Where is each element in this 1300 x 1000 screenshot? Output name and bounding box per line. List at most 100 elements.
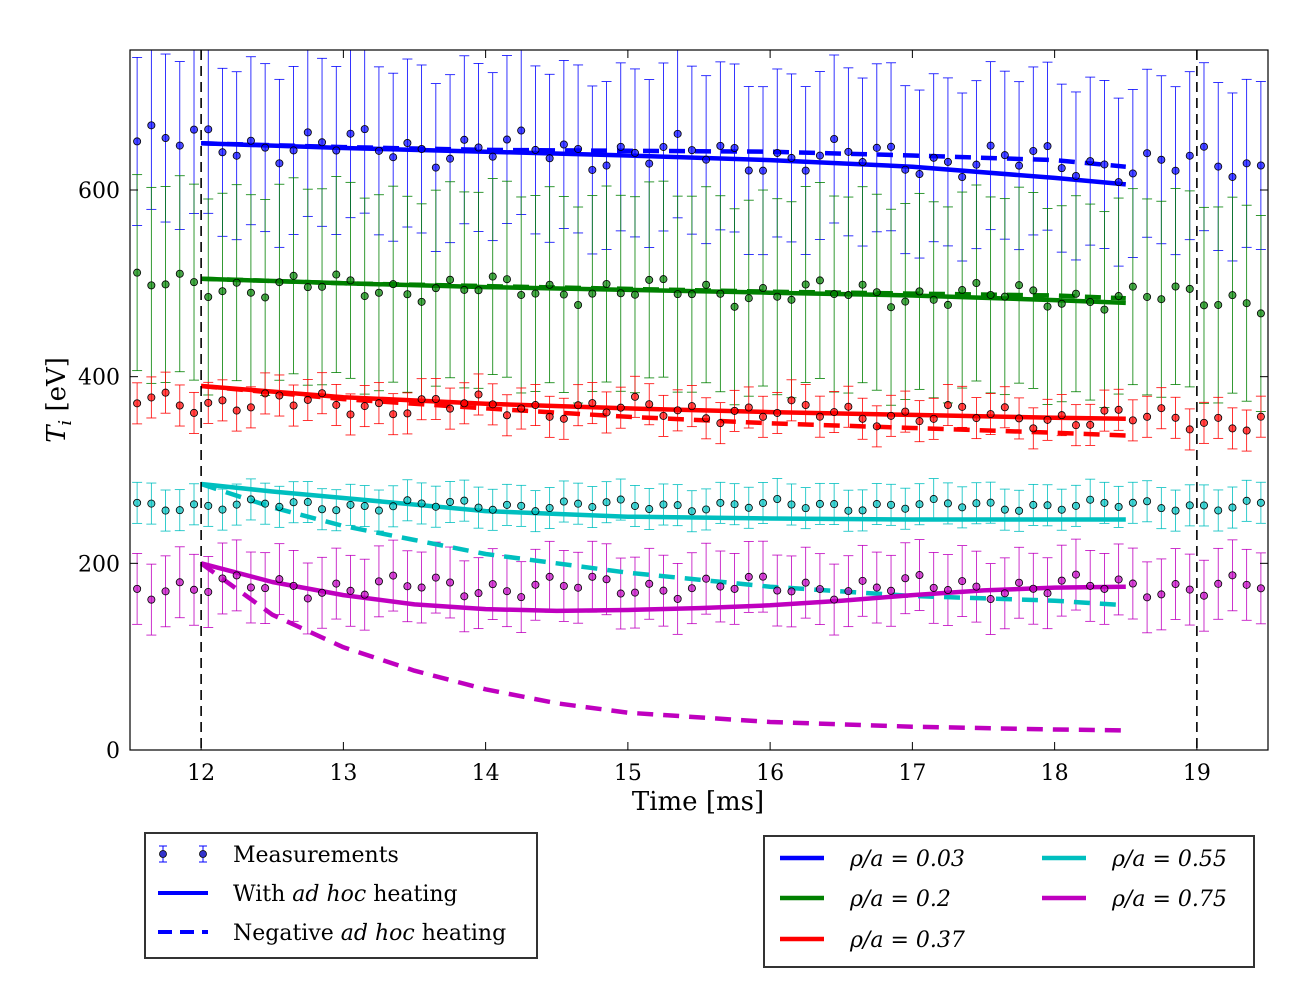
- measurement-point: [346, 410, 355, 419]
- measurement-point: [1185, 425, 1194, 434]
- measurement-point: [630, 290, 639, 299]
- measurement-point: [460, 496, 469, 505]
- measurement-point: [1086, 157, 1095, 166]
- measurement-point: [1128, 282, 1137, 291]
- measurement-point: [1029, 500, 1038, 509]
- measurement-point: [687, 146, 696, 155]
- measurement-point: [346, 276, 355, 285]
- legend-solid-label: With ad hoc heating: [233, 882, 458, 907]
- measurement-point: [1043, 501, 1052, 510]
- measurement-point: [1157, 590, 1166, 599]
- measurement-point: [1199, 501, 1208, 510]
- measurement-point: [1157, 404, 1166, 413]
- measurement-point: [958, 503, 967, 512]
- measurement-point: [161, 506, 170, 515]
- measurement-point: [943, 586, 952, 595]
- measurement-point: [332, 270, 341, 279]
- measurement-point: [175, 578, 184, 587]
- measurement-point: [687, 290, 696, 299]
- measurement-point: [332, 400, 341, 409]
- y-axis-label-sub: i: [55, 420, 76, 426]
- measurement-point: [574, 401, 583, 410]
- measurement-point: [161, 280, 170, 289]
- measurement-point: [986, 595, 995, 604]
- measurement-point: [218, 574, 227, 583]
- measurement-point: [374, 146, 383, 155]
- measurement-point: [588, 289, 597, 298]
- legend-dashed-post: heating: [415, 921, 506, 946]
- measurement-point: [1057, 299, 1066, 308]
- measurement-point: [346, 129, 355, 138]
- measurement-point: [261, 499, 270, 508]
- measurement-point: [190, 125, 199, 134]
- measurement-point: [1242, 496, 1251, 505]
- measurement-point: [346, 500, 355, 509]
- measurement-point: [844, 291, 853, 300]
- measurement-point: [887, 411, 896, 420]
- measurement-point: [1057, 411, 1066, 420]
- measurement-point: [1114, 292, 1123, 301]
- measurement-point: [1214, 413, 1223, 422]
- measurement-point: [915, 500, 924, 509]
- measurement-point: [161, 388, 170, 397]
- measurement-point: [1128, 579, 1137, 588]
- rho-legend-label: ρ/a = 0.2: [849, 887, 951, 912]
- measurement-point: [1057, 164, 1066, 173]
- measurement-point: [1015, 161, 1024, 170]
- x-tick-label: 18: [1041, 761, 1069, 786]
- y-axis-label-unit: [eV]: [42, 357, 72, 420]
- measurement-point: [1071, 289, 1080, 298]
- measurement-point: [303, 594, 312, 603]
- measurement-point: [147, 393, 156, 402]
- measurement-point: [488, 152, 497, 161]
- measurement-point: [246, 583, 255, 592]
- measurement-point: [332, 579, 341, 588]
- measurement-point: [261, 389, 270, 398]
- measurement-point: [147, 281, 156, 290]
- measurement-point: [133, 137, 142, 146]
- measurement-point: [1086, 298, 1095, 307]
- measurement-point: [1000, 589, 1009, 598]
- measurement-point: [1157, 504, 1166, 513]
- measurement-point: [872, 500, 881, 509]
- series-line-dashed: [200, 383, 1126, 438]
- measurement-point: [374, 288, 383, 297]
- measurement-point: [673, 501, 682, 510]
- measurement-point: [773, 408, 782, 417]
- measurement-point: [730, 302, 739, 311]
- measurement-point: [602, 280, 611, 289]
- measurement-point: [887, 586, 896, 595]
- measurement-point: [958, 173, 967, 182]
- measurement-point: [1214, 300, 1223, 309]
- measurement-point: [744, 294, 753, 303]
- measurement-point: [318, 505, 327, 514]
- measurement-point: [275, 278, 284, 287]
- measurement-point: [1128, 169, 1137, 178]
- measurement-point: [1000, 292, 1009, 301]
- measurement-point: [872, 143, 881, 152]
- measurement-point: [574, 499, 583, 508]
- measurement-point: [972, 499, 981, 508]
- measurement-point: [517, 593, 526, 602]
- measurement-point: [531, 401, 540, 410]
- measurement-point: [815, 412, 824, 421]
- measurement-point: [175, 401, 184, 410]
- measurement-point: [716, 419, 725, 428]
- measurement-point: [1256, 584, 1265, 593]
- measurement-point: [901, 574, 910, 583]
- measurement-point: [545, 154, 554, 163]
- measurement-point: [517, 290, 526, 299]
- measurement-point: [261, 584, 270, 593]
- measurement-point: [360, 125, 369, 134]
- measurement-point: [204, 398, 213, 407]
- measurement-point: [218, 287, 227, 296]
- measurement-point: [744, 503, 753, 512]
- measurement-point: [915, 287, 924, 296]
- measurement-point: [133, 498, 142, 507]
- measurement-point: [360, 502, 369, 511]
- measurement-point: [531, 289, 540, 298]
- measurement-point: [1143, 593, 1152, 602]
- measurement-point: [303, 128, 312, 137]
- style-legend: Measurements With ad hoc heating Negativ…: [144, 832, 538, 959]
- measurement-point: [673, 290, 682, 299]
